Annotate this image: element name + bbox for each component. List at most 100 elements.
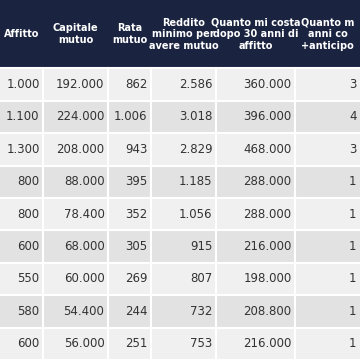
Bar: [108, 166, 151, 198]
Bar: [108, 295, 151, 328]
Text: 807: 807: [190, 273, 212, 285]
Bar: [108, 328, 151, 360]
Text: Capitale
mutuo: Capitale mutuo: [53, 23, 98, 45]
Text: 352: 352: [125, 208, 148, 221]
Bar: [0, 68, 43, 101]
Text: 1.300: 1.300: [6, 143, 40, 156]
Text: 1.185: 1.185: [179, 175, 212, 188]
Bar: [295, 166, 360, 198]
Text: 800: 800: [18, 175, 40, 188]
Bar: [151, 328, 216, 360]
Text: 396.000: 396.000: [243, 111, 292, 123]
Bar: [0, 198, 43, 230]
Text: Rata
mutuo: Rata mutuo: [112, 23, 147, 45]
Bar: [43, 68, 108, 101]
Text: 550: 550: [18, 273, 40, 285]
Bar: [43, 230, 108, 263]
Bar: [0, 166, 43, 198]
Bar: [295, 295, 360, 328]
Text: 1: 1: [349, 175, 356, 188]
Bar: [216, 198, 295, 230]
Text: 732: 732: [190, 305, 212, 318]
Bar: [216, 230, 295, 263]
Bar: [151, 101, 216, 133]
Bar: [295, 198, 360, 230]
Bar: [108, 68, 151, 101]
Text: 1.056: 1.056: [179, 208, 212, 221]
Text: 3.018: 3.018: [179, 111, 212, 123]
Text: 360.000: 360.000: [243, 78, 292, 91]
Text: 1: 1: [349, 337, 356, 350]
Text: 1: 1: [349, 240, 356, 253]
Text: 88.000: 88.000: [64, 175, 104, 188]
Text: 600: 600: [17, 337, 40, 350]
Bar: [43, 101, 108, 133]
Bar: [43, 263, 108, 295]
Text: 208.800: 208.800: [243, 305, 292, 318]
Bar: [0, 328, 43, 360]
Text: Affitto: Affitto: [4, 29, 39, 39]
Text: 1.006: 1.006: [114, 111, 148, 123]
Bar: [295, 68, 360, 101]
Bar: [295, 230, 360, 263]
Text: Quanto mi costa
dopo 30 anni di
affitto: Quanto mi costa dopo 30 anni di affitto: [211, 18, 300, 51]
Text: 1: 1: [349, 208, 356, 221]
Text: 288.000: 288.000: [243, 175, 292, 188]
Text: 753: 753: [190, 337, 212, 350]
Bar: [151, 0, 216, 68]
Bar: [43, 328, 108, 360]
Text: 78.400: 78.400: [63, 208, 104, 221]
Bar: [216, 133, 295, 166]
Bar: [43, 166, 108, 198]
Bar: [151, 295, 216, 328]
Bar: [151, 68, 216, 101]
Text: 468.000: 468.000: [243, 143, 292, 156]
Bar: [216, 263, 295, 295]
Bar: [216, 68, 295, 101]
Bar: [108, 0, 151, 68]
Bar: [295, 328, 360, 360]
Bar: [295, 0, 360, 68]
Text: 305: 305: [126, 240, 148, 253]
Text: 198.000: 198.000: [243, 273, 292, 285]
Text: 54.400: 54.400: [63, 305, 104, 318]
Text: 192.000: 192.000: [56, 78, 104, 91]
Text: 915: 915: [190, 240, 212, 253]
Text: 216.000: 216.000: [243, 337, 292, 350]
Bar: [151, 133, 216, 166]
Text: 4: 4: [349, 111, 356, 123]
Text: 56.000: 56.000: [64, 337, 104, 350]
Bar: [43, 198, 108, 230]
Bar: [151, 198, 216, 230]
Bar: [295, 263, 360, 295]
Text: 3: 3: [349, 143, 356, 156]
Bar: [43, 0, 108, 68]
Text: 1.100: 1.100: [6, 111, 40, 123]
Text: 2.586: 2.586: [179, 78, 212, 91]
Text: 269: 269: [125, 273, 148, 285]
Bar: [108, 263, 151, 295]
Text: 288.000: 288.000: [243, 208, 292, 221]
Bar: [295, 101, 360, 133]
Bar: [108, 198, 151, 230]
Text: 60.000: 60.000: [64, 273, 104, 285]
Text: 224.000: 224.000: [56, 111, 104, 123]
Bar: [295, 133, 360, 166]
Text: 251: 251: [125, 337, 148, 350]
Bar: [0, 230, 43, 263]
Text: Reddito
minimo per
avere mutuo: Reddito minimo per avere mutuo: [149, 18, 219, 51]
Bar: [0, 263, 43, 295]
Text: 580: 580: [18, 305, 40, 318]
Bar: [216, 295, 295, 328]
Text: 208.000: 208.000: [56, 143, 104, 156]
Bar: [43, 295, 108, 328]
Text: 1: 1: [349, 305, 356, 318]
Text: 800: 800: [18, 208, 40, 221]
Text: 395: 395: [125, 175, 148, 188]
Text: 1.000: 1.000: [6, 78, 40, 91]
Bar: [0, 295, 43, 328]
Bar: [108, 230, 151, 263]
Bar: [151, 166, 216, 198]
Text: 600: 600: [17, 240, 40, 253]
Text: 943: 943: [125, 143, 148, 156]
